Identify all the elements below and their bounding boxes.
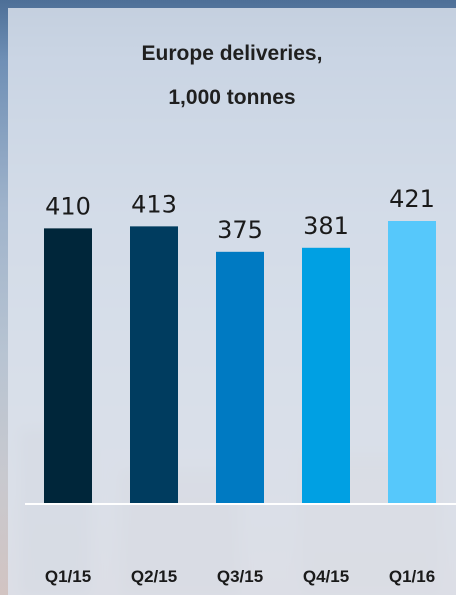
- bar-q4-15: [302, 247, 350, 503]
- bar-q1-16: [388, 221, 436, 503]
- value-label: 410: [45, 192, 91, 220]
- category-label: Q3/15: [217, 567, 263, 586]
- category-label: Q4/15: [303, 567, 349, 586]
- value-label: 375: [217, 216, 263, 244]
- category-label: Q2/15: [131, 567, 177, 586]
- bar-q2-15: [130, 226, 178, 503]
- value-label: 381: [303, 212, 349, 240]
- category-label: Q1/16: [389, 567, 435, 586]
- value-label: 421: [389, 185, 435, 213]
- bar-q3-15: [216, 251, 264, 503]
- chart-title: Europe deliveries,: [141, 42, 323, 65]
- value-label: 413: [131, 190, 177, 218]
- bar-q1-15: [44, 228, 92, 503]
- category-label: Q1/15: [45, 567, 91, 586]
- chart-subtitle: 1,000 tonnes: [168, 86, 296, 109]
